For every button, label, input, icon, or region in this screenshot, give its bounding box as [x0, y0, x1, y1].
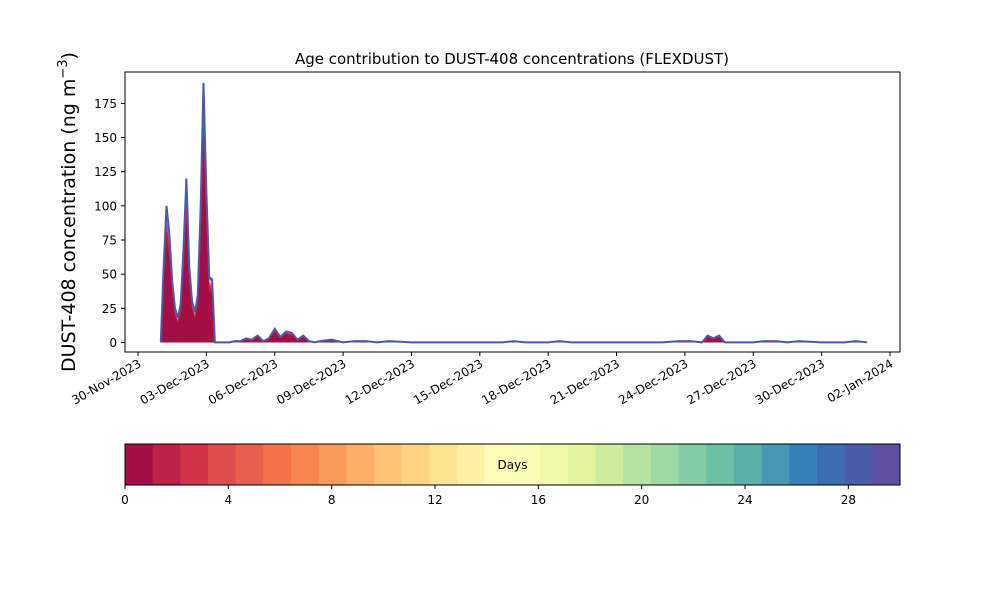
colorbar-tick-label: 12	[427, 493, 442, 507]
y-tick-label: 175	[94, 97, 117, 111]
colorbar-tick-label: 20	[634, 493, 649, 507]
age-band-area-8	[160, 85, 868, 343]
x-tick-label: 30-Nov-2023	[69, 356, 143, 407]
colorbar-segment-6	[291, 444, 320, 485]
x-tick-label: 09-Dec-2023	[274, 356, 348, 407]
colorbar-tick-label: 0	[121, 493, 129, 507]
x-tick-label: 24-Dec-2023	[616, 356, 690, 407]
x-tick-label: 15-Dec-2023	[411, 356, 485, 407]
colorbar-tick-label: 16	[531, 493, 546, 507]
colorbar-tick-label: 4	[225, 493, 233, 507]
age-band-area-2	[160, 114, 868, 343]
x-tick-label: 21-Dec-2023	[548, 356, 622, 407]
colorbar-segment-5	[263, 444, 292, 485]
y-axis-label-main: DUST-408 concentration (ng m	[58, 79, 80, 372]
age-band-area-6	[160, 93, 868, 343]
colorbar-segment-26	[844, 444, 873, 485]
colorbar-segment-14	[512, 444, 541, 485]
age-band-area-4	[160, 101, 868, 343]
colorbar-frame	[124, 443, 901, 486]
colorbar-tick-label: 24	[737, 493, 752, 507]
colorbar-segment-11	[429, 444, 458, 485]
colorbar-segment-19	[650, 444, 679, 485]
colorbar-segment-2	[180, 444, 209, 485]
y-tick-label: 100	[94, 199, 117, 213]
age-band-area-5	[160, 97, 868, 343]
y-axis-label-close: )	[58, 52, 80, 59]
x-tick-label: 18-Dec-2023	[479, 356, 553, 407]
colorbar-segment-21	[706, 444, 735, 485]
x-tick-label: 02-Jan-2024	[825, 356, 896, 405]
plot-area: 0 25 50 75 100 125 150 175 30-Nov-202303-Dec-202…	[69, 71, 901, 407]
y-axis-label: DUST-408 concentration (ng m−3)	[56, 52, 80, 372]
age-band-area-7	[160, 89, 868, 343]
y-tick-label: 75	[102, 234, 117, 248]
colorbar-segment-7	[318, 444, 347, 485]
x-tick-label: 30-Dec-2023	[753, 356, 827, 407]
age-band-area-9	[160, 82, 868, 343]
colorbar-segment-25	[816, 444, 846, 485]
colorbar-segment-16	[567, 444, 596, 485]
colorbar-segment-0	[125, 444, 154, 485]
age-band-area-1	[160, 124, 868, 343]
colorbar-segment-20	[678, 444, 707, 485]
colorbar-segment-18	[623, 444, 652, 485]
y-tick-label: 25	[102, 302, 117, 316]
colorbar: 0 4 8 12 16 20 24 28 Days	[121, 443, 901, 507]
y-tick-label: 125	[94, 165, 117, 179]
colorbar-label: Days	[498, 458, 528, 472]
colorbar-segment-24	[789, 444, 818, 485]
x-tick-label: 06-Dec-2023	[206, 356, 280, 407]
x-tick-label: 03-Dec-2023	[138, 356, 212, 407]
chart-title: Age contribution to DUST-408 concentrati…	[295, 50, 729, 68]
colorbar-segment-12	[457, 444, 486, 485]
y-axis-label-sup: −3	[56, 59, 71, 78]
colorbar-segment-9	[374, 444, 403, 485]
colorbar-segment-10	[401, 444, 430, 485]
age-band-area-3	[160, 106, 868, 343]
colorbar-segment-23	[761, 444, 790, 485]
colorbar-segment-4	[235, 444, 264, 485]
y-tick-label: 50	[102, 268, 117, 282]
x-tick-label: 12-Dec-2023	[343, 356, 417, 407]
colorbar-segment-22	[733, 444, 763, 485]
colorbar-segment-15	[540, 444, 569, 485]
colorbar-tick-label: 8	[328, 493, 336, 507]
colorbar-segment-3	[208, 444, 237, 485]
total-concentration-line	[159, 82, 868, 344]
y-tick-label: 150	[94, 131, 117, 145]
plot-frame	[124, 71, 901, 353]
colorbar-segment-27	[872, 444, 901, 485]
age-band-area-0	[160, 140, 868, 343]
colorbar-segment-1	[152, 444, 181, 485]
colorbar-segment-17	[595, 444, 624, 485]
colorbar-tick-label: 28	[841, 493, 856, 507]
colorbar-segment-13	[484, 444, 513, 485]
colorbar-segment-8	[346, 444, 375, 485]
x-tick-label: 27-Dec-2023	[684, 356, 758, 407]
y-tick-label: 0	[109, 336, 117, 350]
